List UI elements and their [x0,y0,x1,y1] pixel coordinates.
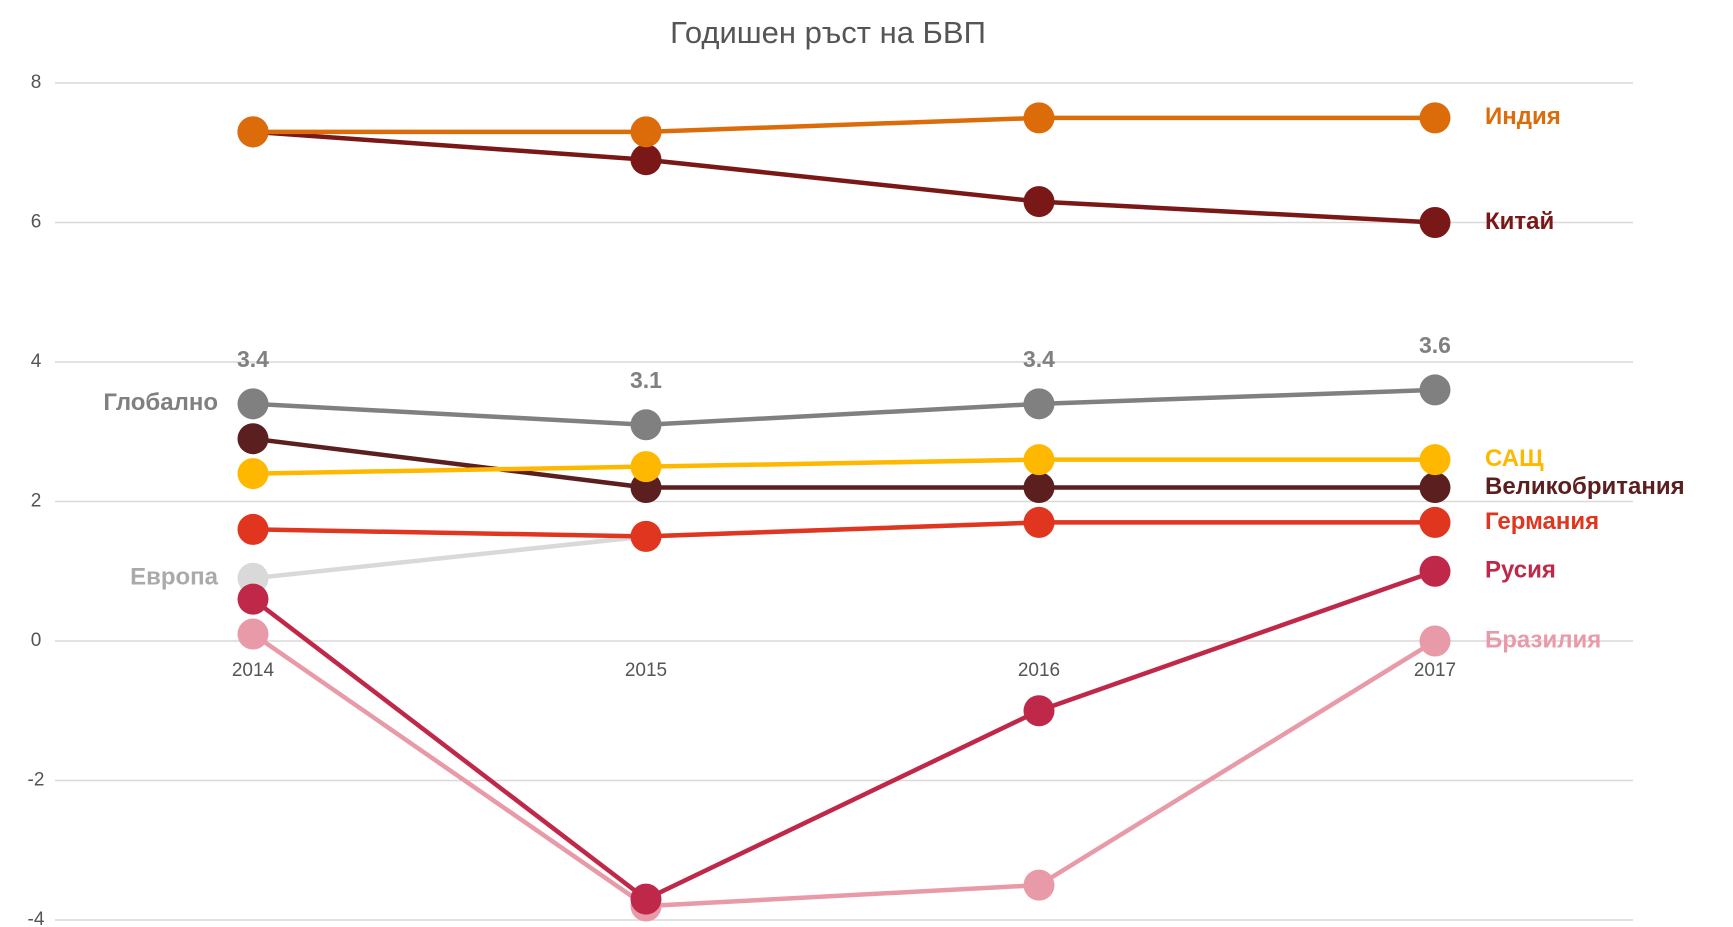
series-line [251,569,1436,902]
chart-title: Годишен ръст на БВП [670,15,986,50]
series-line [252,457,1435,476]
x-tick-label: 2016 [1018,660,1060,681]
data-point [630,116,662,148]
data-point [1419,207,1451,238]
data-point [1419,444,1451,476]
data-label: 3.6 [1419,332,1451,358]
data-point [630,144,662,176]
data-point [1023,388,1055,420]
data-point [1419,625,1451,657]
data-point [1023,444,1055,476]
data-point [237,618,269,650]
data-point [1023,472,1055,504]
y-tick-label: -2 [28,770,45,791]
y-tick-label: 4 [31,351,42,372]
data-label: 3.4 [1023,346,1055,372]
series-label: Германия [1485,508,1599,535]
series-line [252,387,1436,428]
data-point [1023,102,1055,134]
data-point [1419,374,1451,406]
series-label: Великобритания [1485,473,1685,500]
x-tick-label: 2014 [232,660,275,681]
data-point [237,513,269,545]
data-label: 3.1 [630,367,662,393]
series-label: Европа [130,564,219,591]
series-line [252,520,1435,539]
data-point [630,451,662,483]
y-tick-label: -4 [28,909,45,927]
data-point [237,458,269,490]
x-tick-label: 2015 [625,660,667,681]
x-tick-label: 2017 [1414,660,1456,681]
data-point [1419,555,1451,587]
y-tick-label: 2 [31,491,42,512]
series-label: Бразилия [1485,626,1601,653]
data-point [237,388,269,420]
data-point [1023,695,1055,727]
series-label: САЩ [1485,445,1544,472]
y-tick-label: 8 [31,72,42,93]
series-label: Китай [1485,208,1554,235]
y-tick-label: 0 [31,630,42,651]
series-label: Русия [1485,557,1556,584]
series-label: Глобално [103,389,218,416]
data-point [237,116,269,148]
data-point [1023,506,1055,538]
data-point [630,520,662,552]
series-line [252,436,1435,490]
series-line [253,115,1435,135]
data-point [237,423,269,455]
data-point [1419,472,1451,504]
y-tick-label: 6 [31,212,42,233]
data-point [630,883,662,915]
series-line [251,632,1437,909]
data-point [630,409,662,441]
data-point [1419,506,1451,538]
data-point [237,583,269,615]
data-point [1419,102,1451,134]
series-label: Индия [1485,103,1561,130]
series-line [252,129,1436,225]
data-point [1023,186,1055,218]
data-point [1023,869,1055,901]
data-label: 3.4 [237,346,269,372]
